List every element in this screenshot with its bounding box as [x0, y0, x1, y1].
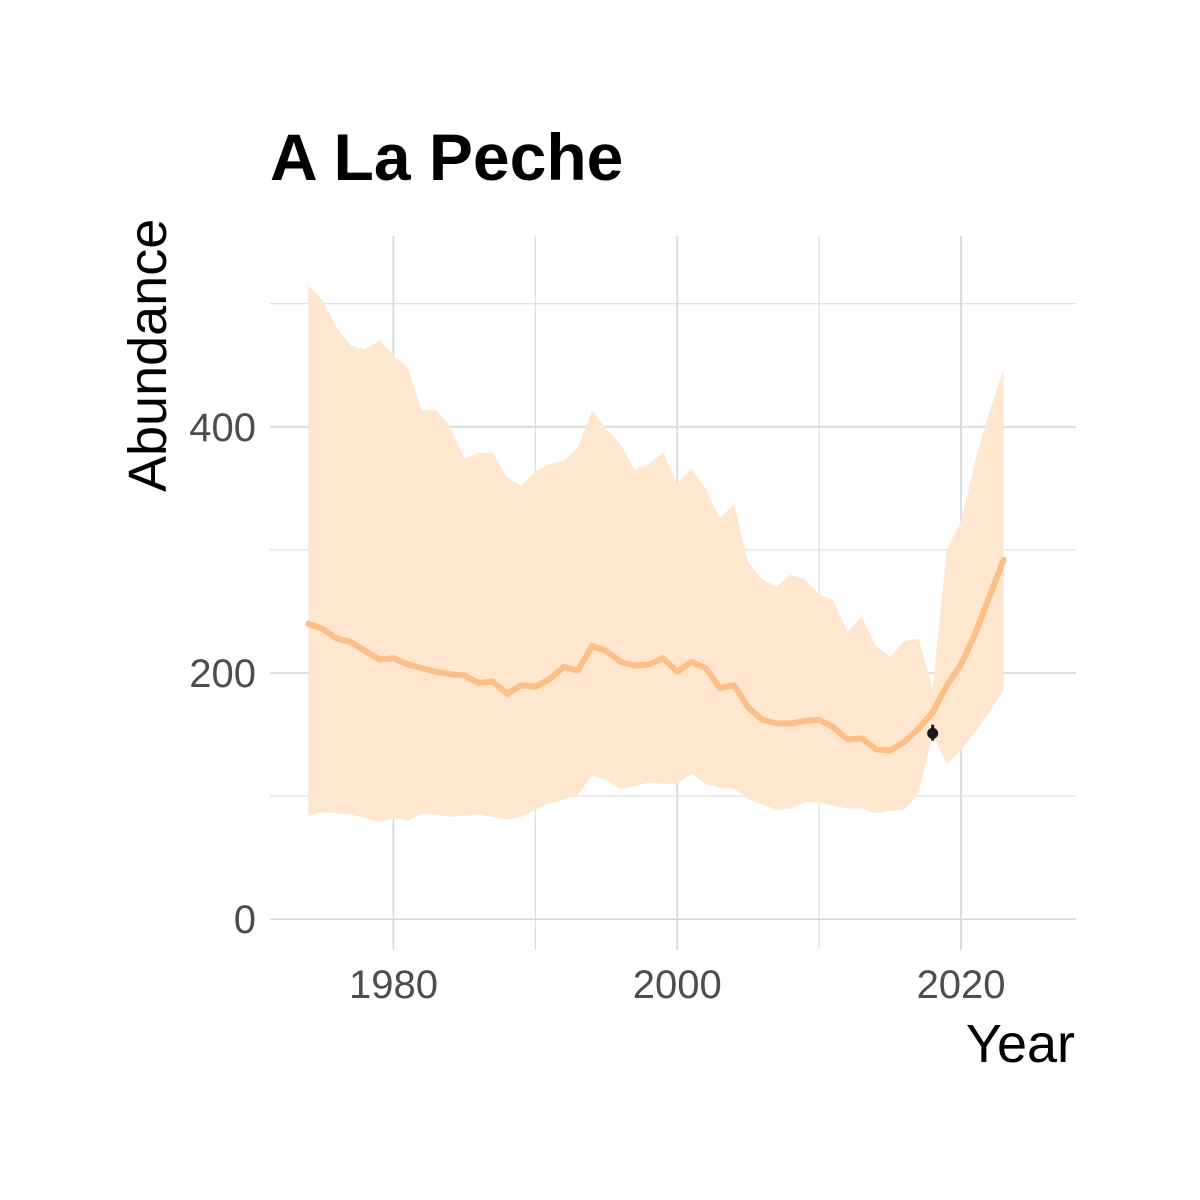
y-tick-label: 0: [234, 898, 256, 942]
chart-title: A La Peche: [270, 120, 623, 194]
x-tick-labels: 1980 2000 2020: [349, 963, 1006, 1007]
observation-point: [927, 727, 939, 739]
y-tick-labels: 0 200 400: [189, 406, 256, 942]
x-tick-label: 2020: [917, 963, 1006, 1007]
x-axis-title: Year: [966, 1014, 1075, 1074]
trend-line: [305, 556, 1007, 754]
observations: [927, 724, 939, 741]
y-axis-title: Abundance: [118, 219, 178, 492]
x-tick-label: 2000: [633, 963, 722, 1007]
y-tick-label: 400: [189, 406, 256, 450]
y-tick-label: 200: [189, 652, 256, 696]
confidence-ribbon: [308, 285, 1004, 822]
x-tick-label: 1980: [349, 963, 438, 1007]
